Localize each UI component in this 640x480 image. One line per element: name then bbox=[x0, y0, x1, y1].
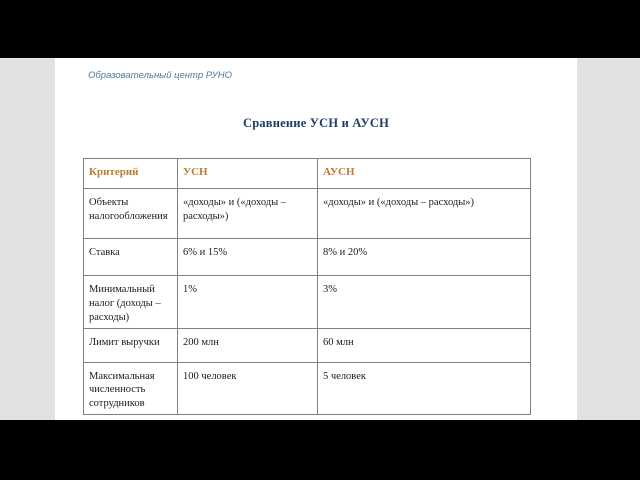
table-row: Лимит выручки 200 млн 60 млн bbox=[83, 327, 531, 363]
table-row: Максимальная численность сотрудников 100… bbox=[83, 361, 531, 416]
cell-criteria: Лимит выручки bbox=[83, 327, 178, 363]
cell-usn: «доходы» и («доходы – расходы») bbox=[177, 188, 318, 239]
letterbox-bottom bbox=[0, 420, 640, 480]
column-header-criteria: Критерий bbox=[83, 158, 178, 189]
document-page: Образовательный центр РУНО Сравнение УСН… bbox=[55, 58, 577, 420]
brand-line: Образовательный центр РУНО bbox=[88, 70, 232, 81]
page-title: Сравнение УСН и АУСН bbox=[242, 116, 390, 130]
desktop-background: Образовательный центр РУНО Сравнение УСН… bbox=[0, 58, 640, 420]
cell-usn: 100 человек bbox=[177, 361, 318, 416]
column-header-ausn: АУСН bbox=[317, 158, 531, 189]
cell-criteria: Объекты налогообложения bbox=[83, 188, 178, 239]
table-row: Ставка 6% и 15% 8% и 20% bbox=[83, 238, 531, 276]
cell-usn: 200 млн bbox=[177, 327, 318, 363]
comparison-table: Критерий УСН АУСН Объекты налогообложени… bbox=[83, 158, 531, 416]
cell-ausn: «доходы» и («доходы – расходы») bbox=[317, 188, 531, 239]
cell-ausn: 60 млн bbox=[317, 327, 531, 363]
cell-ausn: 3% bbox=[317, 275, 531, 329]
column-header-usn: УСН bbox=[177, 158, 318, 189]
cell-ausn: 5 человек bbox=[317, 361, 531, 416]
table-row: Минимальный налог (доходы – расходы) 1% … bbox=[83, 275, 531, 329]
table-row: Объекты налогообложения «доходы» и («дох… bbox=[83, 188, 531, 239]
cell-criteria: Минимальный налог (доходы – расходы) bbox=[83, 275, 178, 329]
cell-usn: 6% и 15% bbox=[177, 238, 318, 276]
table-header-row: Критерий УСН АУСН bbox=[83, 158, 531, 189]
cell-ausn: 8% и 20% bbox=[317, 238, 531, 276]
cell-usn: 1% bbox=[177, 275, 318, 329]
cell-criteria: Ставка bbox=[83, 238, 178, 276]
letterbox-top bbox=[0, 0, 640, 58]
cell-criteria: Максимальная численность сотрудников bbox=[83, 361, 178, 416]
